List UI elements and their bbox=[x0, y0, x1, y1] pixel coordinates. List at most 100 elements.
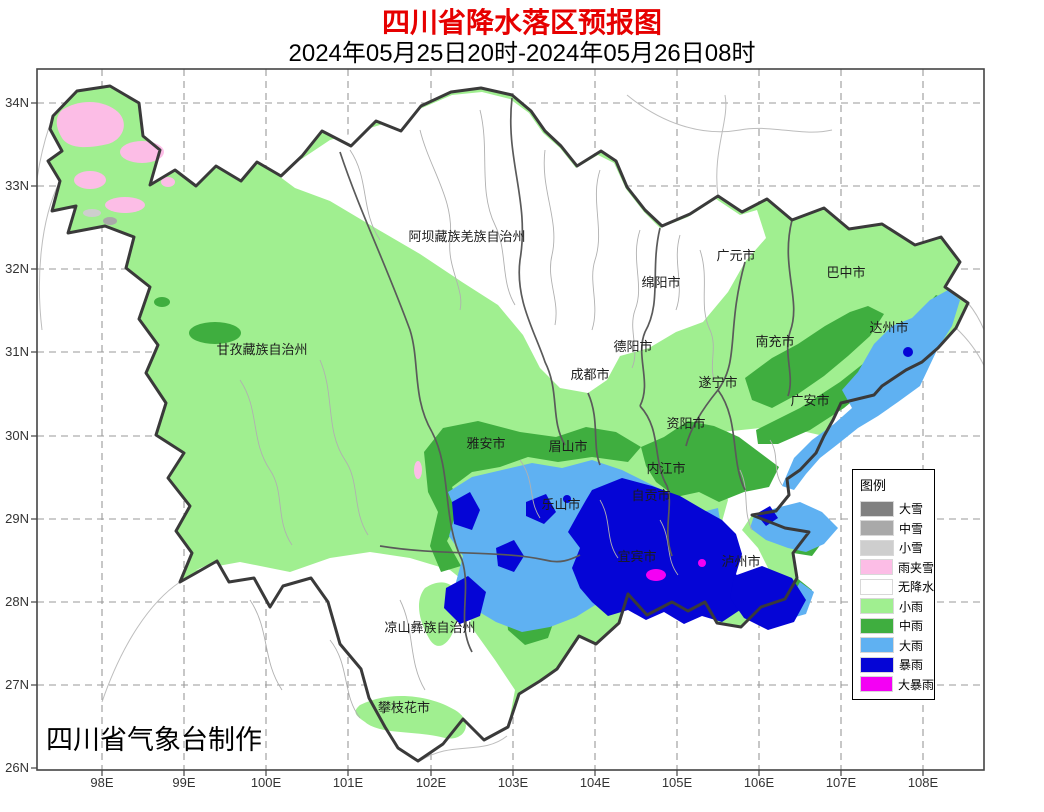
page-subtitle: 2024年05月25日20时-2024年05月26日08时 bbox=[288, 40, 756, 67]
tick-label-31N: 31N bbox=[5, 344, 29, 359]
legend-label-5: 小雨 bbox=[899, 599, 924, 614]
province-outline bbox=[46, 84, 970, 763]
page-title: 四川省降水落区预报图 bbox=[381, 7, 662, 38]
tick-label-34N: 34N bbox=[5, 95, 29, 110]
zone-sleet-4 bbox=[105, 197, 145, 213]
map-label-10: 广安市 bbox=[790, 393, 829, 408]
legend-item-4: 无降水 bbox=[860, 577, 934, 597]
legend-label-2: 小雪 bbox=[899, 541, 924, 556]
zone-moderate-snow bbox=[103, 217, 117, 225]
zone-group-heavy-rainstorm bbox=[646, 559, 706, 581]
zone-group-sleet-snow bbox=[56, 101, 422, 479]
legend-box: 图例 大雪中雪小雪雨夹雪无降水小雨中雨大雨暴雨大暴雨 bbox=[852, 469, 935, 700]
legend-title: 图例 bbox=[860, 478, 887, 493]
legend-swatch-6 bbox=[860, 617, 894, 634]
map-label-20: 攀枝花市 bbox=[378, 700, 430, 715]
legend-swatch-9 bbox=[860, 676, 893, 693]
zone-mod-rain-yaan-band bbox=[424, 421, 641, 572]
legend-label-6: 中雨 bbox=[899, 619, 924, 634]
legend-swatch-5 bbox=[860, 598, 894, 615]
map-label-14: 内江市 bbox=[646, 461, 685, 476]
zone-mod-rain-ganzi-dot bbox=[154, 297, 170, 307]
tick-label-106E: 106E bbox=[744, 775, 775, 790]
tick-label-32N: 32N bbox=[5, 261, 29, 276]
zone-light-snow bbox=[83, 209, 101, 217]
zone-rainstorm-main bbox=[568, 478, 748, 624]
tick-label-33N: 33N bbox=[5, 178, 29, 193]
map-label-5: 甘孜藏族自治州 bbox=[216, 342, 307, 357]
legend-item-9: 大暴雨 bbox=[860, 675, 934, 695]
map-label-7: 南充市 bbox=[755, 334, 794, 349]
legend-item-2: 小雪 bbox=[860, 538, 934, 558]
tick-label-99E: 99E bbox=[172, 775, 195, 790]
zone-sleet-5 bbox=[161, 177, 175, 187]
map-label-11: 资阳市 bbox=[666, 416, 705, 431]
tick-label-29N: 29N bbox=[5, 511, 29, 526]
legend-swatch-2 bbox=[860, 539, 894, 556]
legend-item-5: 小雨 bbox=[860, 597, 934, 617]
map-label-17: 宜宾市 bbox=[617, 549, 656, 564]
map-label-13: 眉山市 bbox=[548, 439, 587, 454]
map-label-1: 广元市 bbox=[716, 248, 755, 263]
tick-label-30N: 30N bbox=[5, 428, 29, 443]
tick-label-98E: 98E bbox=[90, 775, 113, 790]
tick-label-100E: 100E bbox=[251, 775, 282, 790]
prefecture-boundaries bbox=[339, 97, 795, 653]
zone-liangshan-green-2 bbox=[355, 695, 466, 739]
zone-north-no-precip bbox=[268, 92, 766, 393]
map-label-9: 遂宁市 bbox=[698, 375, 737, 390]
longitude-axis: 98E 99E 100E 101E 102E 103E 104E 105E 106E 107E 10… bbox=[90, 770, 939, 790]
legend-item-8: 暴雨 bbox=[860, 655, 934, 675]
map-label-16: 乐山市 bbox=[541, 497, 580, 512]
legend-item-1: 中雪 bbox=[860, 519, 934, 539]
zone-rainstorm-dazhou-dot bbox=[903, 347, 913, 357]
map-label-6: 德阳市 bbox=[613, 339, 652, 354]
zone-heavy-rainstorm-2 bbox=[698, 559, 706, 567]
tick-label-101E: 101E bbox=[333, 775, 364, 790]
zone-heavy-rainstorm-1 bbox=[646, 569, 666, 581]
tick-label-28N: 28N bbox=[5, 594, 29, 609]
legend-label-8: 暴雨 bbox=[899, 658, 924, 673]
tick-label-105E: 105E bbox=[662, 775, 693, 790]
legend-item-6: 中雨 bbox=[860, 616, 934, 636]
zone-sleet-1 bbox=[56, 101, 124, 148]
credit-text: 四川省气象台制作 bbox=[46, 725, 262, 755]
latitude-axis: 34N 33N 32N 31N 30N 29N 28N 27N 26N bbox=[5, 95, 37, 775]
zone-heavy-rain-dazhou bbox=[782, 290, 960, 490]
map-label-8: 成都市 bbox=[570, 367, 609, 382]
tick-label-104E: 104E bbox=[580, 775, 611, 790]
map-label-2: 巴中市 bbox=[826, 265, 865, 280]
zone-sleet-2 bbox=[120, 141, 164, 163]
legend-item-0: 大雪 bbox=[860, 499, 934, 519]
map-label-12: 雅安市 bbox=[466, 436, 505, 451]
map-label-18: 泸州市 bbox=[721, 554, 760, 569]
zone-rainstorm-dot2 bbox=[563, 495, 571, 503]
legend-label-3: 雨夹雪 bbox=[897, 560, 934, 575]
legend-label-0: 大雪 bbox=[899, 502, 924, 517]
legend-item-7: 大雨 bbox=[860, 636, 934, 656]
zone-rainstorm-gulin bbox=[730, 566, 806, 630]
map-label-19: 凉山彝族自治州 bbox=[384, 620, 475, 635]
map-label-15: 自贡市 bbox=[631, 488, 670, 503]
zone-mod-rain-nanchong bbox=[745, 306, 884, 408]
legend-label-4: 无降水 bbox=[897, 580, 934, 595]
legend-label-9: 大暴雨 bbox=[897, 677, 934, 692]
zone-mod-rain-ganzi-blob bbox=[189, 322, 241, 344]
legend-item-3: 雨夹雪 bbox=[860, 558, 934, 578]
legend-swatch-8 bbox=[860, 656, 894, 673]
zone-rainstorm-w4 bbox=[496, 540, 524, 572]
legend-swatch-1 bbox=[860, 520, 894, 537]
tick-label-102E: 102E bbox=[416, 775, 447, 790]
legend-swatch-4 bbox=[860, 578, 893, 595]
tick-label-27N: 27N bbox=[5, 677, 29, 692]
tick-label-107E: 107E bbox=[826, 775, 857, 790]
legend-swatch-0 bbox=[860, 500, 894, 517]
tick-label-103E: 103E bbox=[498, 775, 529, 790]
map-label-3: 绵阳市 bbox=[641, 275, 680, 290]
tick-label-26N: 26N bbox=[5, 760, 29, 775]
map-label-4: 达州市 bbox=[869, 320, 908, 335]
zone-sleet-gongga bbox=[414, 461, 422, 479]
